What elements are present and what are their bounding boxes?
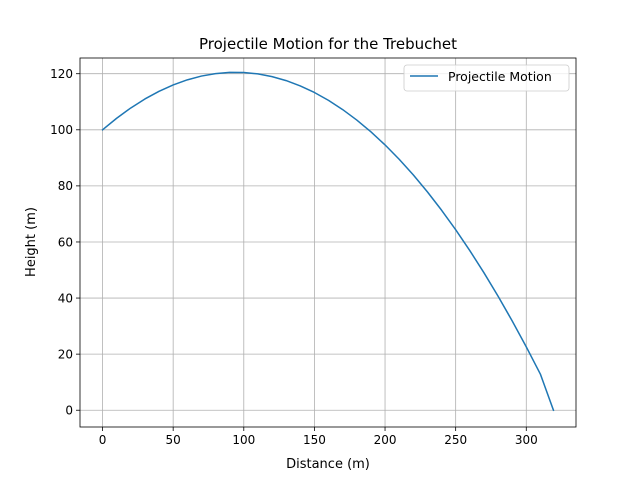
x-tick-label: 100: [232, 433, 255, 447]
series-line-projectile-motion: [101, 71, 555, 412]
plot-lines: [101, 71, 555, 412]
y-axis-ticks: 0 20 40 60 80 100 120: [50, 67, 80, 418]
y-tick-label: 20: [58, 347, 73, 361]
y-tick-label: 60: [58, 235, 73, 249]
y-tick-label: 120: [50, 67, 73, 81]
x-axis-label: Distance (m): [286, 457, 370, 472]
grid: [80, 58, 576, 427]
x-tick-label: 0: [99, 433, 107, 447]
y-tick-label: 0: [65, 404, 73, 418]
y-tick-label: 100: [50, 123, 73, 137]
x-tick-label: 200: [374, 433, 397, 447]
y-axis-label: Height (m): [24, 207, 39, 277]
x-tick-label: 150: [303, 433, 326, 447]
legend-label: Projectile Motion: [448, 69, 552, 84]
x-tick-label: 300: [515, 433, 538, 447]
plot-frame: [79, 57, 577, 428]
legend-box: [403, 64, 570, 92]
y-tick-label: 40: [58, 291, 73, 305]
legend: Projectile Motion: [403, 64, 570, 92]
x-tick-label: 250: [444, 433, 467, 447]
x-axis-ticks: 0 50 100 150 200 250 300: [99, 427, 538, 447]
y-tick-label: 80: [58, 179, 73, 193]
chart-title: Projectile Motion for the Trebuchet: [199, 35, 457, 53]
x-tick-label: 50: [166, 433, 181, 447]
